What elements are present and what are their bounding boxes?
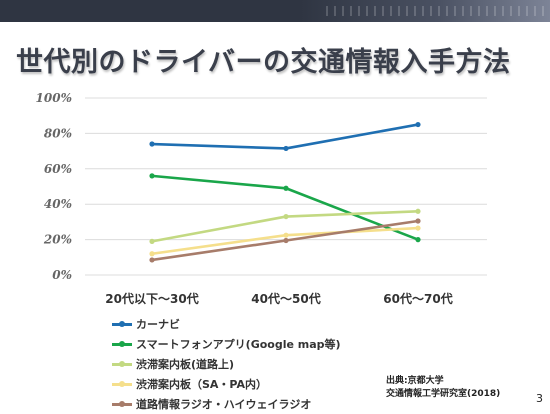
page-number: 3 bbox=[536, 392, 543, 405]
legend-label: 渋滞案内板(道路上) bbox=[136, 358, 235, 371]
data-point bbox=[149, 251, 155, 257]
legend-item-1: カーナビ bbox=[112, 314, 341, 334]
data-point bbox=[149, 141, 155, 147]
legend-label: スマートフォンアプリ(Google map等) bbox=[136, 338, 341, 351]
top-bar-accent bbox=[300, 0, 550, 22]
data-point bbox=[149, 238, 155, 244]
data-point bbox=[149, 173, 155, 179]
y-tick-label: 60% bbox=[44, 162, 72, 176]
source-line-1: 出典:京都大学 bbox=[386, 376, 444, 386]
y-tick-label: 20% bbox=[43, 233, 72, 247]
data-point bbox=[149, 257, 155, 263]
x-tick-label: 60代～70代 bbox=[383, 291, 452, 306]
slide-top-bar bbox=[0, 0, 550, 22]
legend-swatch bbox=[112, 360, 132, 367]
series-line-1 bbox=[151, 123, 419, 150]
data-point bbox=[415, 208, 421, 214]
y-axis-tick-labels: 0% 20% 40% 60% 80% 100% bbox=[36, 91, 72, 282]
data-point bbox=[415, 237, 421, 243]
legend-label: 渋滞案内板（SA・PA内） bbox=[136, 378, 268, 391]
legend-item-4: 渋滞案内板（SA・PA内） bbox=[112, 374, 341, 394]
data-point bbox=[415, 218, 421, 224]
y-tick-label: 0% bbox=[52, 268, 72, 282]
data-point bbox=[283, 232, 289, 238]
chart-legend: カーナビスマートフォンアプリ(Google map等) 渋滞案内板(道路上) 渋滞案… bbox=[112, 314, 341, 414]
legend-item-3: 渋滞案内板(道路上) bbox=[112, 354, 341, 374]
legend-swatch bbox=[112, 380, 132, 387]
data-point bbox=[283, 185, 289, 191]
legend-item-2: スマートフォンアプリ(Google map等) bbox=[112, 334, 341, 354]
slide-title: 世代別のドライバーの交通情報入手方法 bbox=[16, 47, 511, 78]
data-point bbox=[415, 225, 421, 231]
legend-item-5: 道路情報ラジオ・ハイウェイラジオ bbox=[112, 394, 341, 414]
data-point bbox=[283, 145, 289, 152]
x-axis-tick-labels: 20代以下～30代 40代～50代 60代～70代 bbox=[105, 291, 452, 306]
data-point bbox=[283, 237, 289, 244]
source-citation: 出典:京都大学 交通情報工学研究室(2018) bbox=[386, 375, 500, 401]
source-line-2: 交通情報工学研究室(2018) bbox=[386, 389, 501, 399]
y-tick-label: 80% bbox=[44, 126, 72, 140]
y-tick-label: 100% bbox=[36, 91, 72, 105]
x-tick-label: 40代～50代 bbox=[251, 291, 320, 306]
data-point bbox=[283, 213, 289, 220]
top-bar-stripes bbox=[320, 6, 550, 16]
x-tick-label: 20代以下～30代 bbox=[105, 291, 198, 306]
chart-data-points bbox=[149, 121, 421, 263]
legend-label: 道路情報ラジオ・ハイウェイラジオ bbox=[136, 398, 312, 411]
legend-swatch bbox=[112, 400, 132, 407]
legend-swatch bbox=[112, 340, 132, 347]
y-tick-label: 40% bbox=[44, 197, 72, 211]
legend-swatch bbox=[112, 320, 132, 327]
data-point bbox=[415, 121, 421, 128]
legend-label: カーナビ bbox=[136, 318, 180, 331]
